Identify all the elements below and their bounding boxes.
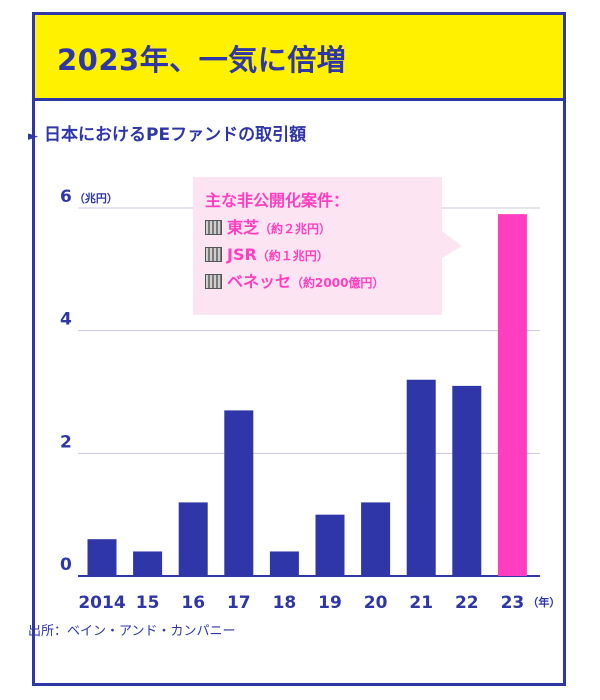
- callout-pointer: [442, 231, 462, 258]
- y-tick-label: 4: [60, 310, 72, 330]
- x-tick-label: 2014: [78, 593, 125, 613]
- y-unit-label: （兆円）: [74, 191, 118, 205]
- bar: [361, 502, 391, 576]
- bar: [269, 551, 299, 576]
- building-icon: [205, 220, 222, 235]
- triangle-marker-icon: ►: [28, 129, 38, 144]
- callout-item-name: 東芝: [227, 218, 260, 237]
- callout-item: 東芝（約２兆円）: [205, 215, 430, 242]
- x-tick-label: 15: [136, 593, 160, 613]
- building-icon: [205, 247, 222, 262]
- headline-title: 2023年、一気に倍増: [57, 43, 347, 77]
- bar: [133, 551, 163, 576]
- y-tick-label: 2: [60, 432, 72, 452]
- x-tick-label: 19: [318, 593, 342, 613]
- building-icon: [205, 274, 222, 289]
- callout-item-note: （約２兆円）: [259, 222, 332, 236]
- y-tick-label: 6 （兆円）: [60, 187, 118, 207]
- bar: [452, 385, 482, 576]
- x-tick-label: 17: [227, 593, 251, 613]
- bar: [87, 539, 117, 576]
- bar: [315, 514, 345, 576]
- headline-banner: 2023年、一気に倍増: [35, 15, 563, 101]
- callout-item-note: （約2000億円）: [291, 276, 385, 290]
- callout-item-name: ベネッセ: [227, 272, 292, 291]
- callout-item-note: （約１兆円）: [256, 249, 329, 263]
- x-tick-label: 22: [455, 593, 479, 613]
- x-tick-label: 23: [501, 593, 525, 613]
- bar: [224, 410, 254, 576]
- chart-subtitle-text: 日本におけるPEファンドの取引額: [44, 125, 307, 145]
- callout-item: JSR（約１兆円）: [205, 242, 430, 269]
- bar: [178, 502, 208, 576]
- bar: [497, 214, 527, 576]
- callout-item: ベネッセ（約2000億円）: [205, 269, 430, 296]
- callout-title: 主な非公開化案件：: [205, 191, 350, 210]
- callout-item-name: JSR: [227, 245, 257, 264]
- callout-box: 主な非公開化案件： 東芝（約２兆円） JSR（約１兆円） ベネッセ（約2000億…: [193, 177, 442, 315]
- x-tick-label: 21: [409, 593, 433, 613]
- x-tick-label: 18: [273, 593, 297, 613]
- chart-subtitle: ► 日本におけるPEファンドの取引額: [28, 120, 306, 145]
- y-tick-label: 0: [60, 555, 72, 575]
- source-note: 出所：ベイン・アンド・カンパニー: [28, 624, 236, 639]
- chart-frame: 2023年、一気に倍増: [32, 12, 566, 686]
- x-unit-label: （年）: [527, 595, 560, 609]
- bar: [406, 379, 436, 576]
- x-tick-label: 20: [364, 593, 388, 613]
- x-tick-label: 16: [181, 593, 205, 613]
